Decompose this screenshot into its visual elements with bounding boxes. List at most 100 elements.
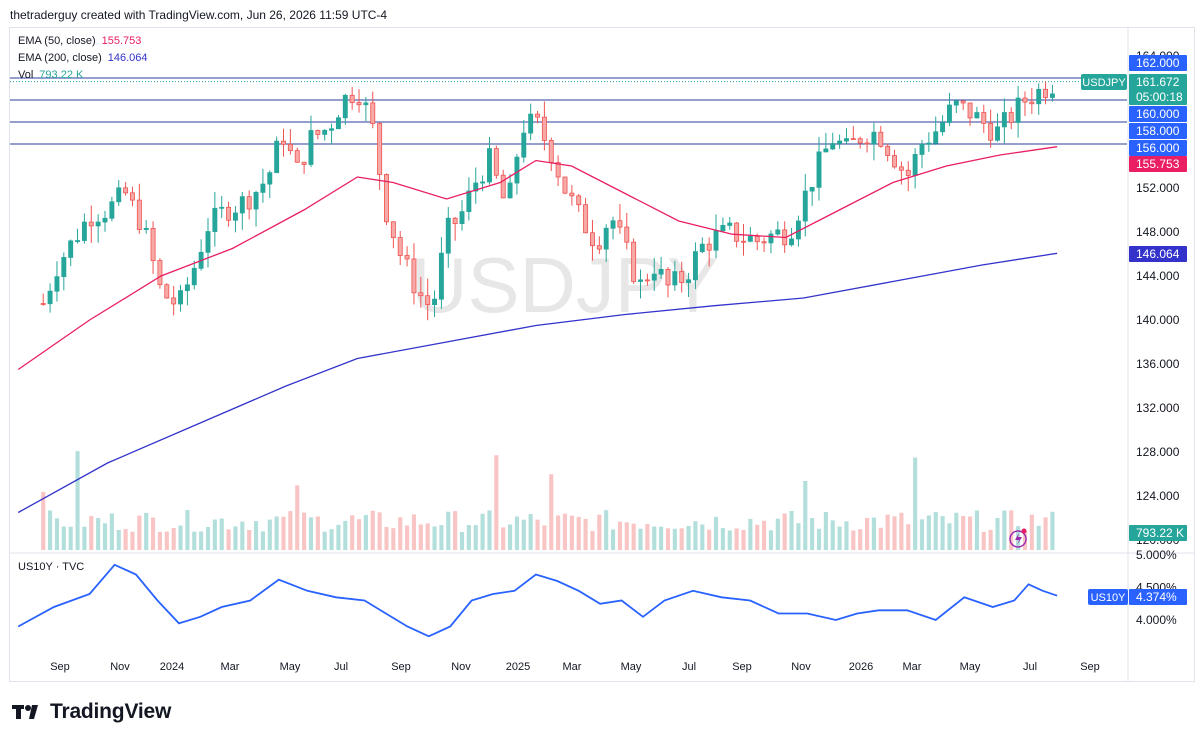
volume-bar [940,516,945,550]
candle-body [68,240,74,258]
candle-body [301,161,307,165]
volume-bar [281,516,286,550]
candle-body [239,196,245,214]
volume-bar [762,520,767,550]
volume-bar [562,513,568,550]
legend-vol[interactable]: Vol 793.22 K [18,69,83,81]
time-tick-nov: Nov [451,661,471,673]
legend-ema50[interactable]: EMA (50, close) 155.753 [18,35,141,47]
candle-body [665,269,671,286]
legend-ema200[interactable]: EMA (200, close) 146.064 [18,52,148,64]
candle-body [315,130,321,135]
candle-body [466,190,472,213]
candle-body [741,240,746,243]
volume-bar [487,510,492,550]
candle-body [61,257,67,278]
volume-bar [514,516,519,550]
volume-bar [617,521,622,550]
candle-body [260,183,266,193]
volume-bar [446,511,451,550]
volume-bar [624,522,629,550]
price-label-bg [1129,55,1187,71]
volume-bar [885,514,890,550]
volume-bar [1043,517,1048,550]
volume-bar [473,525,478,550]
candle-body [150,227,156,261]
price-label-146.064: 146.064 [1136,247,1180,261]
price-tick-148.000: 148.000 [1136,225,1180,239]
us10y-tick-4.000%: 4.000% [1136,613,1177,627]
us10y-pane-title: US10Y · TVC [18,561,84,573]
volume-bar [679,528,684,550]
volume-bar [356,519,362,550]
volume-bar [439,525,444,550]
candle-body [699,243,705,253]
candle-body [850,138,856,141]
time-axis: Sep Nov 2024 Mar May Jul Sep Nov 2025 Mar May Jul Se… [50,661,1100,673]
volume-bar [823,511,828,550]
candle-body [905,169,911,176]
candle-body [335,117,341,130]
candle-body [933,131,939,144]
candle-body [692,251,698,281]
us10y-tag-name: US10Y [1091,592,1127,604]
candle-body [1008,112,1014,123]
volume-bar [68,526,73,550]
candle-body [988,122,994,141]
candle-body [205,231,211,253]
candle-body [734,222,740,242]
candle-body [768,233,774,244]
time-tick-2025: 2025 [506,661,530,673]
symbol-tag-bg [1081,74,1127,90]
candle-body [411,258,417,294]
candle-body [981,112,987,124]
volume-bar [212,519,217,550]
price-label-bg [1129,74,1187,90]
candle-body [184,284,190,292]
time-tick-jul: Jul [1023,661,1037,673]
volume-bar [1050,511,1055,550]
candle-body [171,297,177,305]
volume-bar [913,457,918,550]
tradingview-logo[interactable]: TradingView [12,700,171,724]
candle-body [638,279,643,282]
candle-body [54,276,60,292]
volume-bar [858,529,863,550]
time-tick-2024: 2024 [160,661,184,673]
volume-bar [164,531,169,550]
candle-body [308,130,314,165]
volume-bar [267,519,272,550]
volume-bar [947,523,952,550]
candle-body [349,94,355,103]
volume-bar [295,485,300,550]
candle-body [946,104,952,123]
candle-body [418,292,424,297]
volume-bar [672,528,677,550]
volume-bar [185,510,190,550]
candle-body [651,273,657,281]
volume-bar [82,526,87,550]
candle-body [885,145,891,156]
volume-bar [123,529,128,550]
volume-bar [528,514,533,550]
ema-lines [17,146,1058,514]
time-tick-nov: Nov [791,661,811,673]
candle-body [109,201,115,219]
candle-body [706,243,712,251]
volume-bar [926,515,931,550]
volume-bar [899,512,904,550]
candle-body [226,206,232,221]
volume-bar [288,511,293,550]
vol-value: 793.22 K [39,69,84,81]
time-tick-mar: Mar [563,661,582,673]
volume-bar [302,512,307,550]
candle-body [953,100,959,106]
volume-bar [102,523,108,550]
volume-bar [1029,514,1034,550]
candle-body [274,140,280,174]
volume-bar [981,531,986,550]
candle-body [322,129,328,135]
volume-bar [240,521,245,550]
candle-body [892,155,897,168]
